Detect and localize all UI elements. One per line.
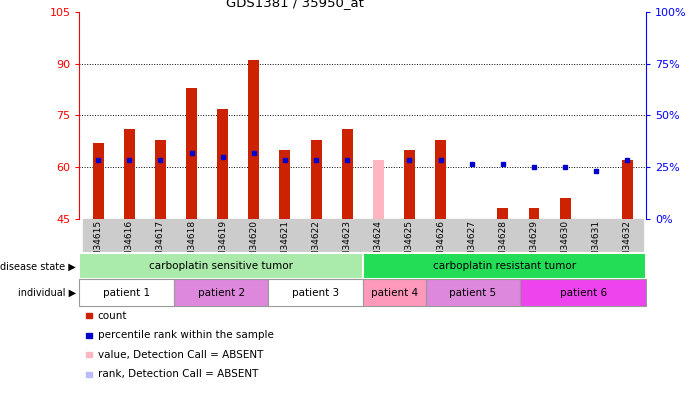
Text: count: count xyxy=(97,311,127,321)
Bar xyxy=(79,253,363,279)
Bar xyxy=(145,219,176,305)
Bar xyxy=(363,279,426,306)
Bar xyxy=(520,279,646,306)
Bar xyxy=(498,208,509,219)
Text: carboplatin resistant tumor: carboplatin resistant tumor xyxy=(433,261,576,271)
Bar xyxy=(83,219,114,305)
Bar xyxy=(311,140,321,219)
Bar xyxy=(207,219,238,305)
Bar xyxy=(435,140,446,219)
Text: patient 6: patient 6 xyxy=(560,288,607,298)
Bar xyxy=(217,109,228,219)
Bar xyxy=(487,219,518,305)
Bar xyxy=(363,253,646,279)
Bar xyxy=(93,143,104,219)
Bar xyxy=(269,219,301,305)
Bar xyxy=(456,219,487,305)
Text: individual ▶: individual ▶ xyxy=(18,288,76,298)
Text: patient 2: patient 2 xyxy=(198,288,245,298)
Text: rank, Detection Call = ABSENT: rank, Detection Call = ABSENT xyxy=(97,369,258,379)
Bar xyxy=(238,219,269,305)
Bar xyxy=(124,129,135,219)
Bar xyxy=(363,219,394,305)
Bar xyxy=(176,219,207,305)
Bar xyxy=(186,88,197,219)
Bar xyxy=(268,279,363,306)
Title: GDS1381 / 35950_at: GDS1381 / 35950_at xyxy=(226,0,363,9)
Bar xyxy=(248,60,259,219)
Bar xyxy=(549,219,580,305)
Text: patient 5: patient 5 xyxy=(449,288,497,298)
Bar xyxy=(155,140,166,219)
Bar xyxy=(279,150,290,219)
Bar xyxy=(426,279,520,306)
Text: carboplatin sensitive tumor: carboplatin sensitive tumor xyxy=(149,261,293,271)
Text: percentile rank within the sample: percentile rank within the sample xyxy=(97,330,274,340)
Bar xyxy=(114,219,145,305)
Bar xyxy=(425,219,456,305)
Text: value, Detection Call = ABSENT: value, Detection Call = ABSENT xyxy=(97,350,263,360)
Bar xyxy=(342,129,352,219)
Bar xyxy=(518,219,549,305)
Text: patient 4: patient 4 xyxy=(370,288,418,298)
Text: disease state ▶: disease state ▶ xyxy=(0,261,76,271)
Bar xyxy=(79,279,174,306)
Bar xyxy=(332,219,363,305)
Bar xyxy=(301,219,332,305)
Bar xyxy=(622,160,633,219)
Bar xyxy=(612,219,643,305)
Bar xyxy=(394,219,425,305)
Bar xyxy=(560,198,571,219)
Bar xyxy=(373,160,384,219)
Bar xyxy=(529,208,540,219)
Bar xyxy=(404,150,415,219)
Bar xyxy=(580,219,612,305)
Text: patient 1: patient 1 xyxy=(103,288,150,298)
Text: patient 3: patient 3 xyxy=(292,288,339,298)
Bar xyxy=(174,279,268,306)
